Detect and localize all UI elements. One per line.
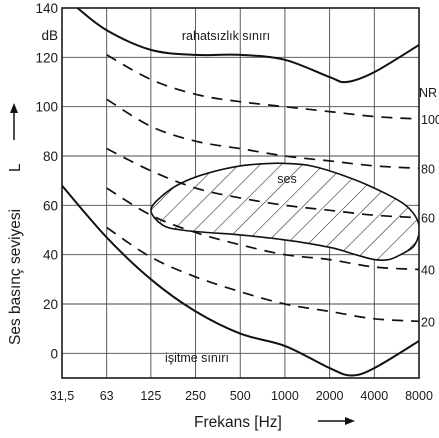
y-tick-120: 120 <box>35 50 58 65</box>
x-tick-125: 125 <box>140 389 161 403</box>
y-axis-label-text: Ses basınç seviyesi <box>7 209 24 345</box>
nr-100-curve <box>106 54 419 120</box>
x-tick-500: 500 <box>230 389 251 403</box>
nr-label-100: 100 <box>421 113 439 127</box>
isitme-siniri-curve <box>62 184 419 377</box>
nr-60-curve <box>106 147 419 219</box>
nr-20-curve <box>106 226 419 323</box>
annotation-rahatsizlik-siniri: rahatsızlık sınırı <box>182 29 270 43</box>
x-tick-2000: 2000 <box>316 389 344 403</box>
nr-labels: 20 40 60 80 100 <box>421 113 439 329</box>
nr-label-80: 80 <box>421 162 435 176</box>
x-tick-250: 250 <box>185 389 206 403</box>
y-axis-symbol-text: L <box>7 163 24 172</box>
annotation-ses: ses <box>277 172 296 186</box>
y-axis-symbol: L <box>7 163 24 172</box>
y-tick-20: 20 <box>43 297 58 312</box>
threshold-curves-layer <box>62 8 419 377</box>
x-tick-8000: 8000 <box>405 389 433 403</box>
nr-label-20: 20 <box>421 315 435 329</box>
x-tick-4000: 4000 <box>360 389 388 403</box>
rahatsizlik-siniri-curve <box>76 8 419 84</box>
y-tick-80: 80 <box>43 149 58 164</box>
nr-label-40: 40 <box>421 263 435 277</box>
annotation-isitme-siniri: işitme sınırı <box>165 351 229 365</box>
y-tick-40: 40 <box>43 248 58 263</box>
plot-frame <box>61 7 420 379</box>
y-tick-0: 0 <box>50 346 58 361</box>
nr-title: NR <box>419 86 437 100</box>
y-tick-100: 100 <box>35 100 58 115</box>
y-tick-140: 140 <box>35 1 58 16</box>
x-axis-arrow <box>318 417 355 425</box>
y-tick-60: 60 <box>43 198 58 213</box>
x-tick-1000: 1000 <box>271 389 299 403</box>
y-unit-label: dB <box>41 28 58 43</box>
y-axis-label: Ses basınç seviyesi <box>7 209 24 345</box>
nr-curves-layer <box>106 54 419 323</box>
x-axis-label: Frekans [Hz] <box>194 414 282 431</box>
nr-label-60: 60 <box>421 212 435 226</box>
nr-80-curve <box>106 98 419 170</box>
x-tick-labels: 31,5 63 125 250 500 1000 2000 4000 8000 <box>50 389 433 403</box>
y-axis-arrow <box>10 103 18 140</box>
y-tick-labels: 0 20 40 60 80 100 120 140 <box>35 1 58 361</box>
x-tick-31,5: 31,5 <box>50 389 74 403</box>
x-tick-63: 63 <box>100 389 114 403</box>
